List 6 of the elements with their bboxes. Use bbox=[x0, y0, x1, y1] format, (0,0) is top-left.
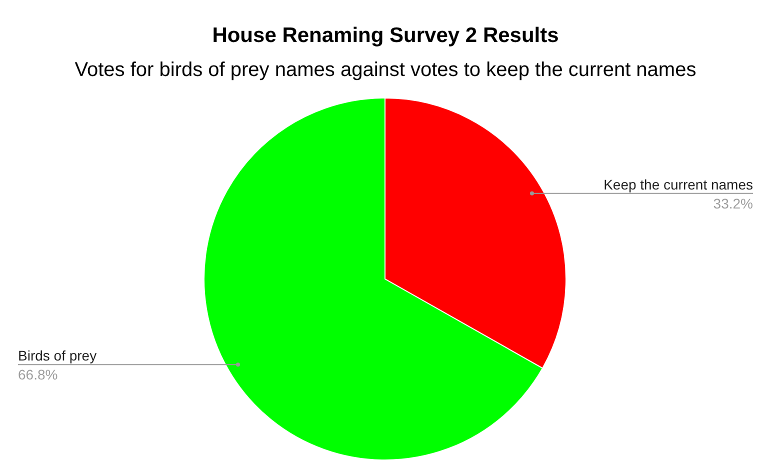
chart-subtitle: Votes for birds of prey names against votes to keep the current names bbox=[74, 59, 696, 81]
slice-label: Birds of prey bbox=[18, 348, 97, 364]
chart-title: House Renaming Survey 2 Results bbox=[212, 24, 559, 47]
data-label: 66.8% bbox=[18, 366, 58, 383]
slice-label: Keep the current names bbox=[604, 176, 753, 192]
data-label: 33.2% bbox=[713, 195, 753, 212]
